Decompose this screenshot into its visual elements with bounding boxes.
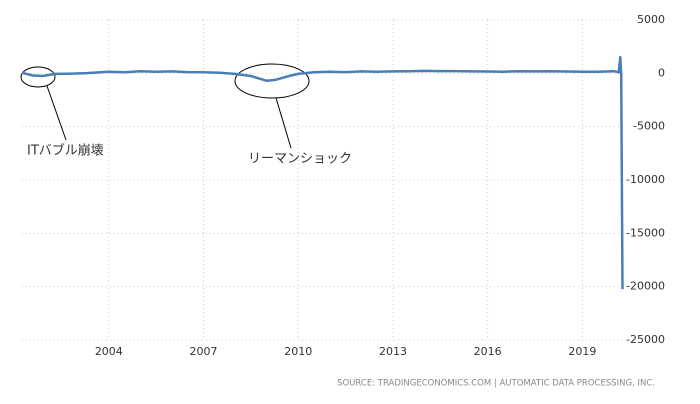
y-tick-label: 0 bbox=[658, 66, 665, 79]
y-tick-label: -15000 bbox=[626, 226, 665, 239]
x-tick-label: 2007 bbox=[190, 345, 218, 358]
line bbox=[21, 56, 624, 290]
annotation-ellipse bbox=[20, 66, 56, 88]
y-tick-label: -10000 bbox=[626, 173, 665, 186]
annotation: ITバブル崩壊 bbox=[27, 143, 104, 159]
x-tick-label: 2010 bbox=[284, 345, 312, 358]
y-tick-label: -20000 bbox=[626, 280, 665, 293]
annotation-ellipse bbox=[234, 63, 310, 99]
y-tick-label: 5000 bbox=[637, 13, 665, 26]
annotation-pointer bbox=[275, 97, 292, 149]
annotation: リーマンショック bbox=[248, 152, 352, 167]
x-tick-label: 2013 bbox=[379, 345, 407, 358]
x-tick-label: 2019 bbox=[568, 345, 596, 358]
y-tick-label: -5000 bbox=[633, 120, 665, 133]
source: SOURCE: TRADINGECONOMICS.COM | AUTOMATIC… bbox=[337, 379, 655, 389]
x-tick-label: 2004 bbox=[95, 345, 123, 358]
y-tick-label: -25000 bbox=[626, 333, 665, 346]
annotation-pointer bbox=[46, 85, 67, 141]
x-tick-label: 2016 bbox=[474, 345, 502, 358]
